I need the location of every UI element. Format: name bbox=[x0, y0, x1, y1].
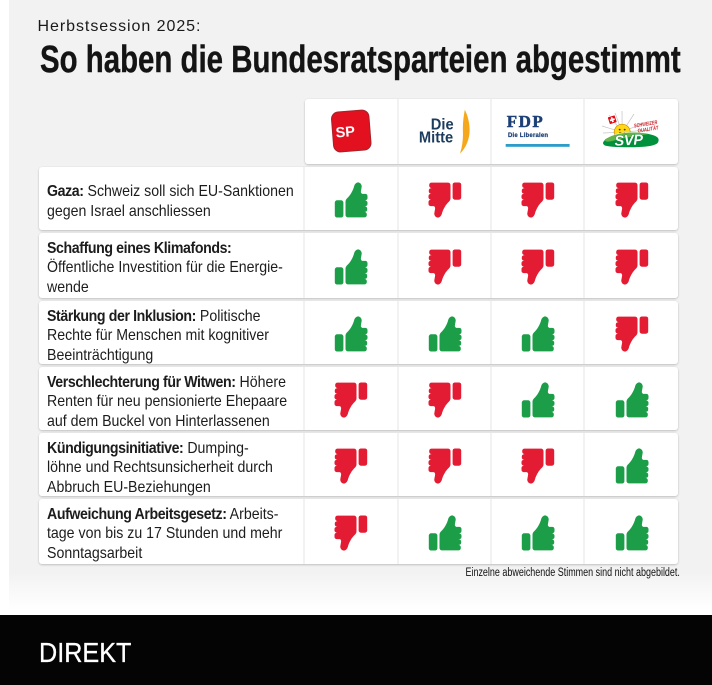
svg-text:Die Liberalen: Die Liberalen bbox=[508, 133, 548, 139]
svg-text:SVP: SVP bbox=[614, 132, 644, 149]
svg-text:SP: SP bbox=[335, 124, 356, 141]
svg-text:Die: Die bbox=[431, 117, 454, 134]
svg-text:QUALITÄT: QUALITÄT bbox=[637, 125, 659, 135]
svg-text:FDP: FDP bbox=[507, 112, 545, 131]
svg-text:SCHWEIZER: SCHWEIZER bbox=[634, 120, 658, 130]
svg-text:Mitte: Mitte bbox=[419, 129, 453, 146]
